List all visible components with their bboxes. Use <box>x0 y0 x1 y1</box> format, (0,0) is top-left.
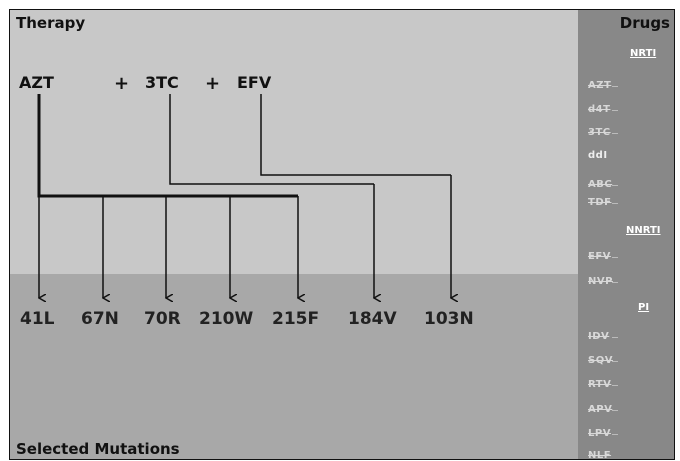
drug-tick <box>612 410 618 411</box>
drug-tick <box>612 361 618 362</box>
sidebar-drug[interactable]: SQV <box>588 355 613 366</box>
sidebar-drug[interactable]: ABC <box>588 179 613 190</box>
drug-tick <box>612 282 618 283</box>
mutation-label[interactable]: 103N <box>424 309 474 329</box>
drug-tick <box>612 337 618 338</box>
category-nnrti[interactable]: NNRTI <box>626 225 661 236</box>
category-pi[interactable]: PI <box>638 302 650 313</box>
sidebar-drug[interactable]: EFV <box>588 251 611 262</box>
drug-mutation-connector-lines <box>37 94 578 310</box>
drug-tick <box>612 257 618 258</box>
sidebar-drug[interactable]: IDV <box>588 331 610 342</box>
mutation-label[interactable]: 184V <box>348 309 397 329</box>
selected-mutations-area <box>10 274 578 459</box>
sidebar-drug[interactable]: RTV <box>588 379 612 390</box>
drug-tick <box>612 185 618 186</box>
mutation-label[interactable]: 215F <box>272 309 320 329</box>
sidebar-drug[interactable]: ddI <box>588 150 608 161</box>
drug-tick <box>612 86 618 87</box>
therapy-area <box>10 10 578 274</box>
therapy-title: Therapy <box>16 14 86 32</box>
sidebar-drug[interactable]: NLF <box>588 450 612 460</box>
drug-tick <box>612 434 618 435</box>
mutation-label[interactable]: 210W <box>199 309 254 329</box>
sidebar-drug[interactable]: AZT <box>588 80 612 91</box>
plus-sign: + <box>205 73 221 94</box>
drug-tick <box>612 203 618 204</box>
therapy-drug-efv[interactable]: EFV <box>237 73 272 92</box>
sidebar-drug[interactable]: APV <box>588 404 613 415</box>
sidebar-drug[interactable]: d4T <box>588 104 611 115</box>
mutation-label[interactable]: 70R <box>144 309 181 329</box>
therapy-drug-azt[interactable]: AZT <box>19 73 54 92</box>
drug-tick <box>612 110 618 111</box>
therapy-drug-3tc[interactable]: 3TC <box>145 73 179 92</box>
plus-sign: + <box>114 73 130 94</box>
therapy-mutation-panel: Therapy AZT + 3TC + EFV 41L 67N 70R 210W… <box>9 9 675 460</box>
sidebar-drug[interactable]: NVP <box>588 276 613 287</box>
category-nrti[interactable]: NRTI <box>630 48 657 59</box>
drugs-title: Drugs <box>619 14 670 32</box>
sidebar-drug[interactable]: TDF <box>588 197 612 208</box>
sidebar-drug[interactable]: 3TC <box>588 127 611 138</box>
selected-mutations-title: Selected Mutations <box>16 440 180 458</box>
drugs-sidebar: Drugs NRTI AZT d4T 3TC ddI ABC TDF NNRTI… <box>578 10 674 459</box>
mutation-label[interactable]: 67N <box>81 309 119 329</box>
drug-tick <box>612 385 618 386</box>
mutation-label[interactable]: 41L <box>20 309 55 329</box>
drug-tick <box>612 133 618 134</box>
sidebar-drug[interactable]: LPV <box>588 428 611 439</box>
